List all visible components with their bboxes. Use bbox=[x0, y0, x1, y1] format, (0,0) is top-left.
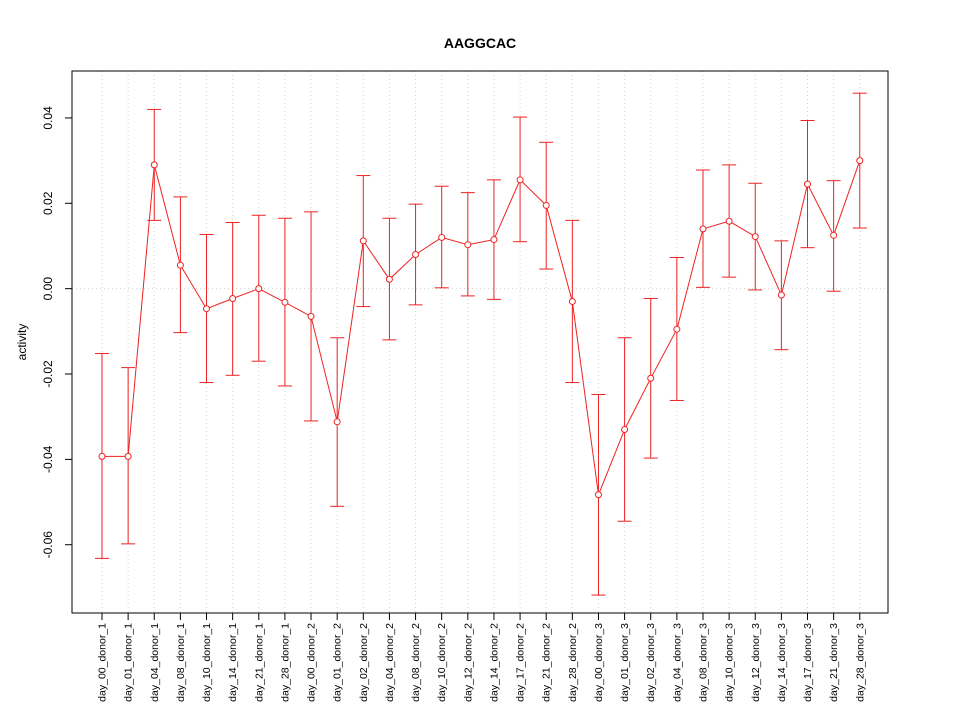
plot-frame bbox=[71, 70, 889, 614]
x-tick-label: day_01_donor_2 bbox=[332, 623, 344, 702]
x-tick-label: day_04_donor_2 bbox=[384, 623, 396, 702]
data-point bbox=[150, 161, 158, 169]
data-point bbox=[516, 176, 524, 184]
y-tick-label: 0.02 bbox=[41, 191, 55, 215]
x-tick-label: day_12_donor_2 bbox=[462, 623, 474, 702]
x-tick-label: day_00_donor_1 bbox=[97, 623, 109, 702]
x-tick-label: day_02_donor_2 bbox=[358, 623, 370, 702]
y-tick-label: -0.02 bbox=[41, 360, 55, 388]
data-point bbox=[804, 180, 812, 188]
data-point bbox=[333, 418, 341, 426]
x-tick-label: day_10_donor_3 bbox=[724, 623, 736, 702]
x-tick-label: day_08_donor_2 bbox=[410, 623, 422, 702]
data-point bbox=[490, 236, 498, 244]
y-axis-label: activity bbox=[15, 324, 29, 361]
data-point bbox=[542, 201, 550, 209]
data-point bbox=[229, 294, 237, 302]
data-point bbox=[699, 225, 707, 233]
x-tick-label: day_04_donor_1 bbox=[149, 623, 161, 702]
data-point bbox=[568, 297, 576, 305]
data-point bbox=[751, 233, 759, 241]
data-point bbox=[385, 275, 393, 283]
data-point bbox=[777, 291, 785, 299]
x-tick-label: day_12_donor_3 bbox=[750, 623, 762, 702]
x-tick-label: day_10_donor_2 bbox=[436, 623, 448, 702]
data-point bbox=[281, 298, 289, 306]
x-tick-label: day_17_donor_2 bbox=[515, 623, 527, 702]
data-point bbox=[438, 233, 446, 241]
data-point bbox=[255, 285, 263, 293]
x-tick-label: day_21_donor_1 bbox=[253, 623, 265, 702]
data-point bbox=[856, 157, 864, 165]
y-tick-label: 0.04 bbox=[41, 106, 55, 130]
data-point bbox=[124, 452, 132, 460]
x-tick-label: day_21_donor_3 bbox=[828, 623, 840, 702]
data-point bbox=[359, 237, 367, 245]
data-point bbox=[830, 231, 838, 239]
x-tick-label: day_00_donor_2 bbox=[306, 623, 318, 702]
data-point bbox=[594, 491, 602, 499]
x-tick-label: day_28_donor_1 bbox=[279, 623, 291, 702]
data-point bbox=[673, 325, 681, 333]
x-tick-label: day_14_donor_3 bbox=[776, 623, 788, 702]
x-tick-label: day_00_donor_3 bbox=[593, 623, 605, 702]
chart-title: AAGGCAC bbox=[444, 35, 516, 51]
data-point bbox=[307, 312, 315, 320]
x-tick-label: day_14_donor_1 bbox=[227, 623, 239, 702]
y-tick-label: 0.00 bbox=[41, 277, 55, 301]
data-point bbox=[647, 374, 655, 382]
data-point bbox=[464, 241, 472, 249]
x-tick-label: day_28_donor_3 bbox=[854, 623, 866, 702]
x-tick-label: day_21_donor_2 bbox=[541, 623, 553, 702]
data-point bbox=[98, 452, 106, 460]
y-tick-label: -0.06 bbox=[41, 531, 55, 559]
x-tick-label: day_17_donor_3 bbox=[802, 623, 814, 702]
data-point bbox=[725, 217, 733, 225]
grid-lines bbox=[72, 71, 888, 613]
x-tick-label: day_01_donor_1 bbox=[123, 623, 135, 702]
series-line bbox=[102, 160, 861, 497]
x-tick-label: day_02_donor_3 bbox=[645, 623, 657, 702]
x-tick-label: day_08_donor_3 bbox=[697, 623, 709, 702]
data-point bbox=[203, 305, 211, 313]
x-tick-label: day_01_donor_3 bbox=[619, 623, 631, 702]
y-axis: -0.06 -0.04 -0.02 0.00 0.02 0.04 bbox=[41, 106, 72, 558]
x-tick-label: day_10_donor_1 bbox=[201, 623, 213, 702]
data-point bbox=[412, 251, 420, 259]
data-point bbox=[621, 425, 629, 433]
data-point bbox=[176, 261, 184, 269]
x-tick-label: day_14_donor_2 bbox=[488, 623, 500, 702]
y-tick-label: -0.04 bbox=[41, 445, 55, 473]
x-tick-label: day_04_donor_3 bbox=[671, 623, 683, 702]
data-series bbox=[95, 92, 867, 596]
x-tick-label: day_08_donor_1 bbox=[175, 623, 187, 702]
x-tick-label: day_28_donor_2 bbox=[567, 623, 579, 702]
x-axis: day_00_donor_1 day_01_donor_1 day_04_donor… bbox=[97, 612, 866, 702]
